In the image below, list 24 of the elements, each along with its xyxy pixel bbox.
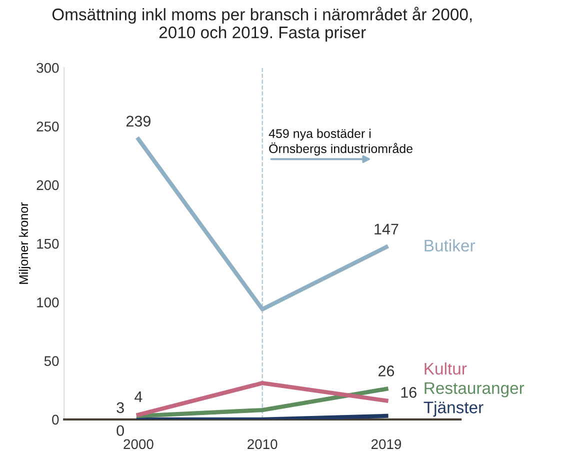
data-label: 16	[401, 387, 416, 398]
x-tick-label: 2019	[371, 439, 402, 450]
y-axis-title: Miljoner kronor	[18, 202, 31, 284]
y-tick-label: 250	[36, 122, 59, 132]
y-tick-label: 0	[52, 414, 59, 425]
y-tick-label: 50	[44, 356, 59, 366]
data-label: 147	[374, 224, 398, 234]
chart-title: Omsättning inkl moms per bransch i närområdet år 2000, 2010 och 2019. Fasta priser	[52, 6, 472, 42]
data-label: 3	[116, 402, 124, 414]
data-label: 4	[134, 392, 142, 402]
text: Tjänster	[424, 401, 484, 417]
y-tick-label: 300	[36, 62, 59, 73]
data-label: 0	[116, 425, 124, 436]
text: Butiker	[424, 239, 475, 252]
x-tick-label: 2010	[248, 439, 278, 450]
y-tick-label: 200	[36, 180, 59, 190]
x-tick-label: 2000	[124, 439, 154, 450]
data-label: 239	[126, 116, 150, 127]
y-tick-label: 150	[37, 238, 59, 249]
text: Restauranger	[424, 382, 524, 398]
text: Kultur	[424, 362, 467, 375]
y-tick-label: 100	[37, 298, 59, 308]
data-label: 26	[378, 366, 394, 376]
annotation: 459 nya bostäder i Örnsbergs industriområde	[268, 128, 412, 156]
